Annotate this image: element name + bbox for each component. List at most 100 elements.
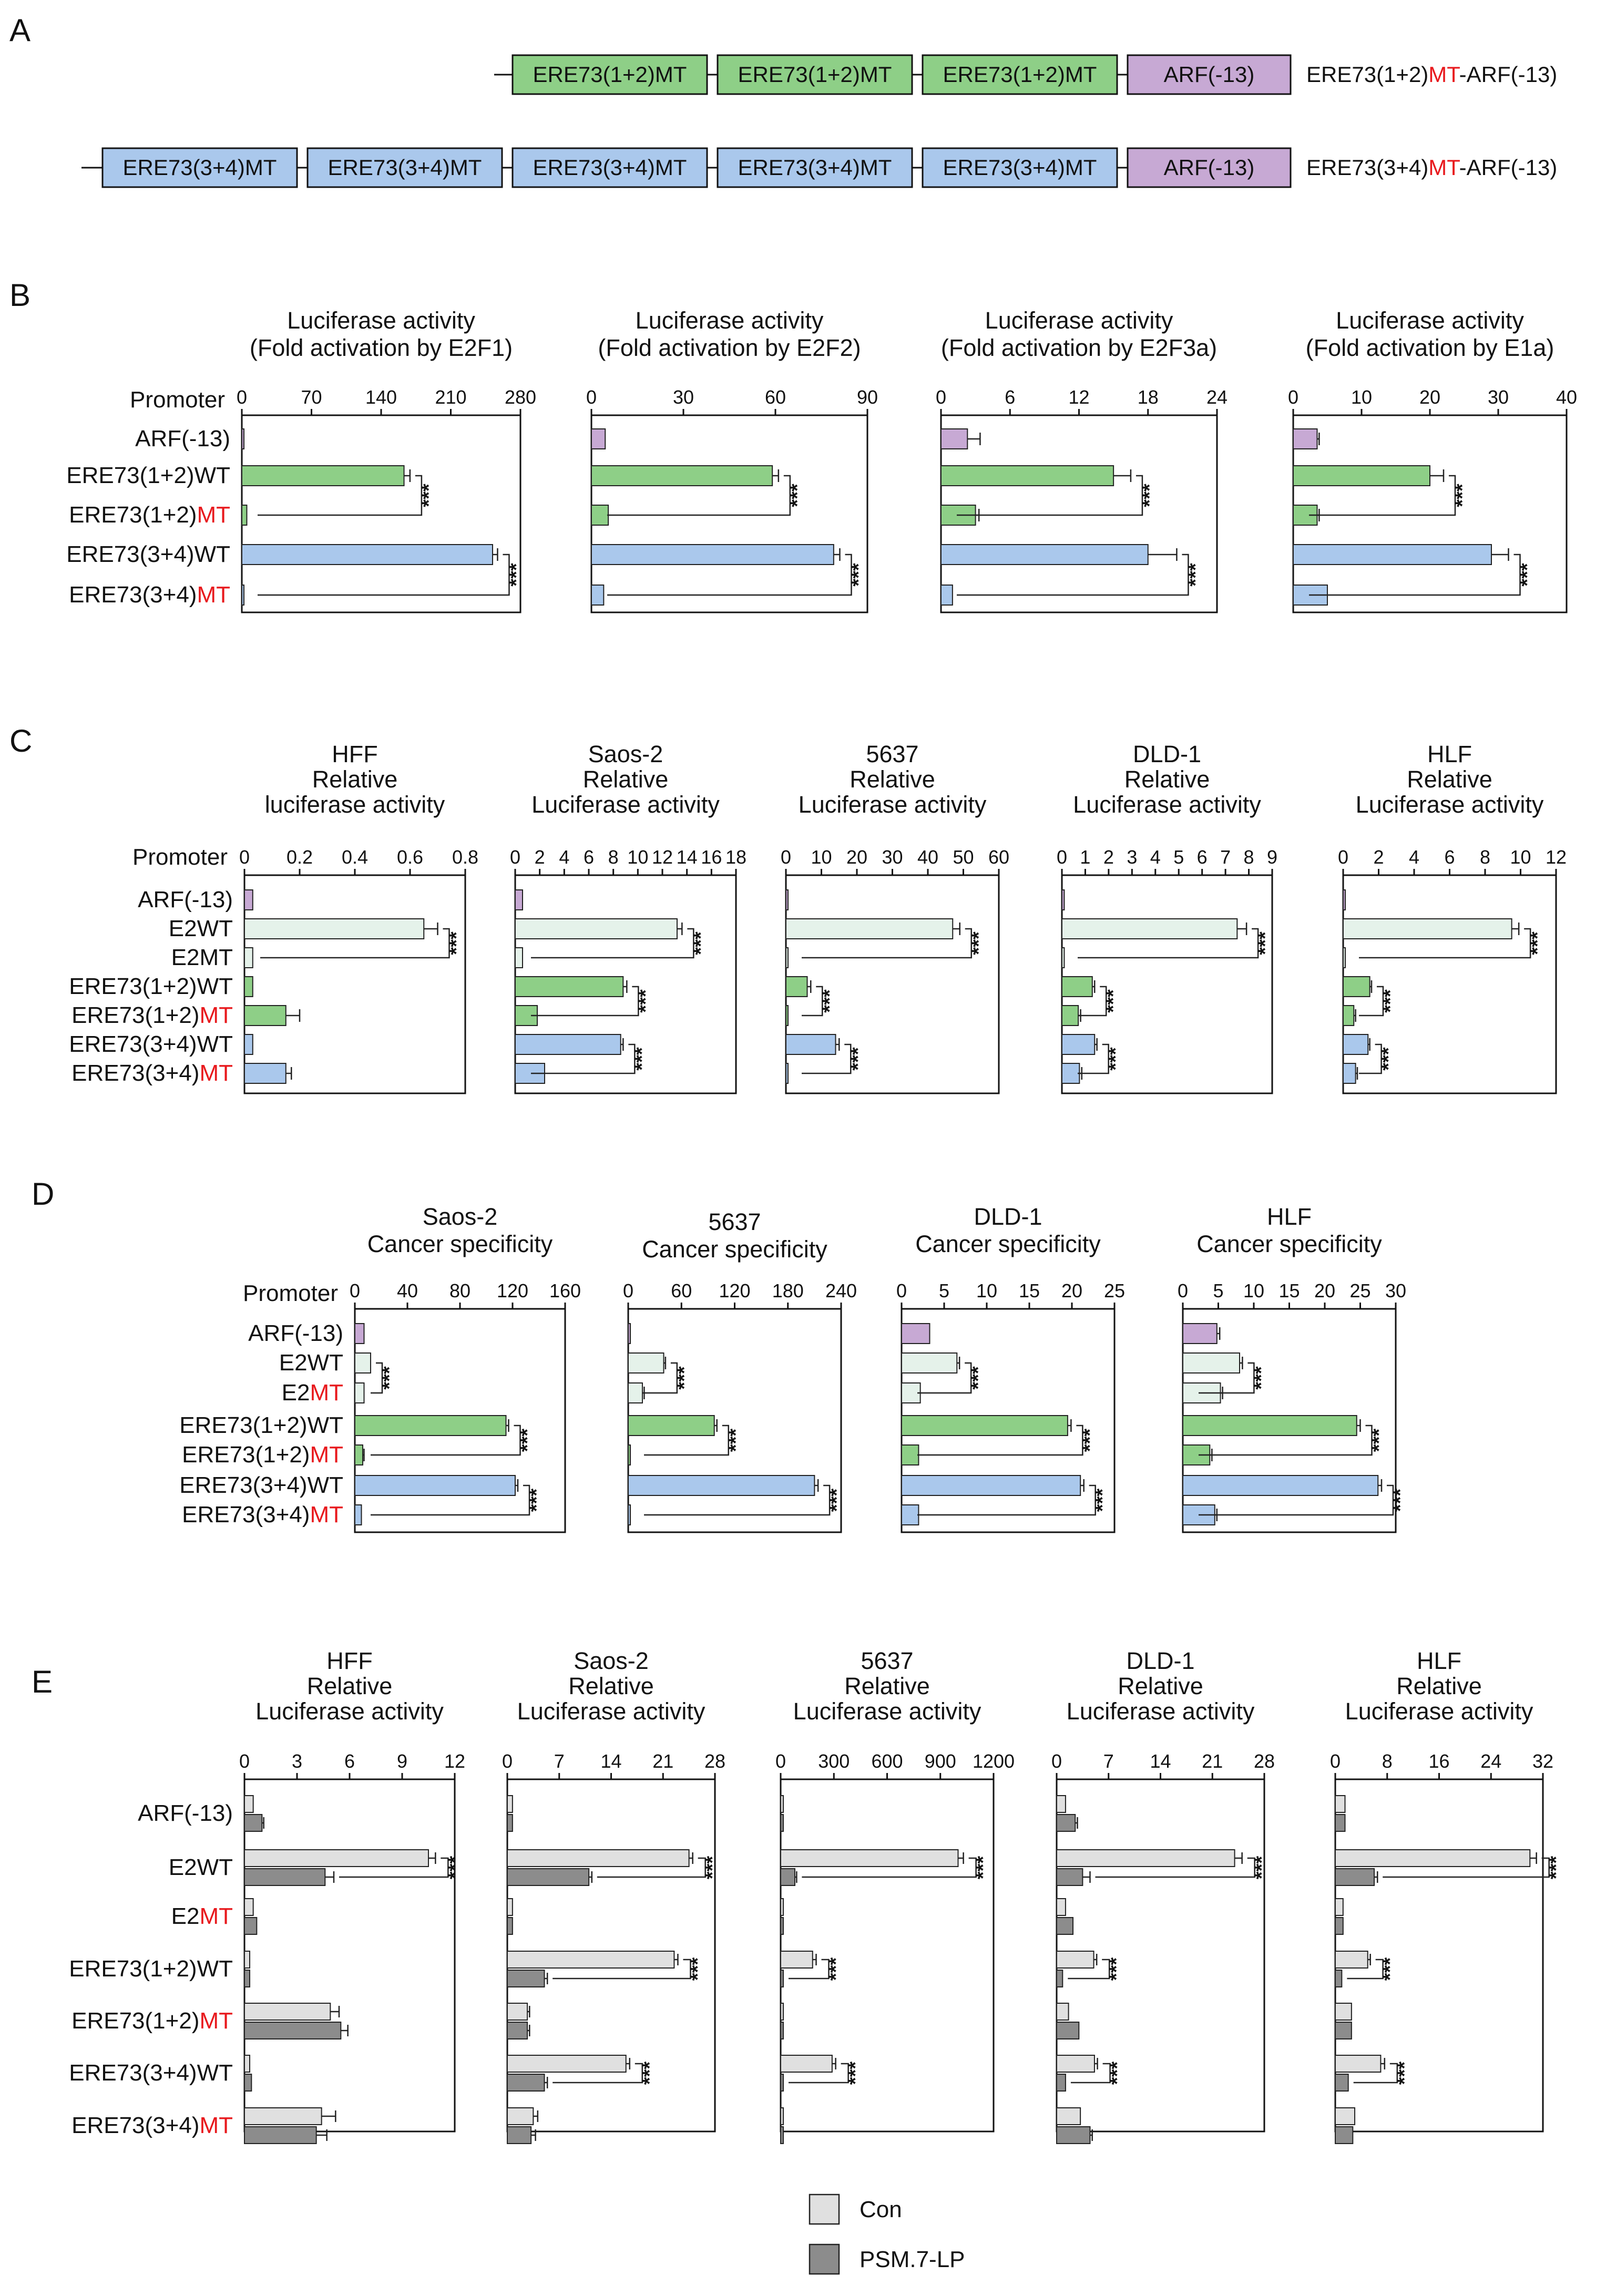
significance-stars: *** — [725, 1429, 747, 1452]
panel-label-d: D — [32, 1176, 54, 1212]
bar — [507, 1795, 513, 1813]
significance-bracket — [1347, 1959, 1384, 1980]
bar — [507, 1970, 545, 1987]
bar — [244, 2107, 322, 2125]
promoter-axis-label: Promoter — [243, 1280, 338, 1306]
bar — [507, 1868, 590, 1886]
significance-bracket — [1078, 986, 1107, 1017]
x-tick-label: 0 — [237, 386, 247, 408]
significance-stars: *** — [968, 931, 990, 955]
x-tick-label: 60 — [671, 1280, 692, 1301]
bar — [354, 1444, 363, 1465]
bar — [1061, 1063, 1080, 1084]
x-tick-label: 60 — [765, 386, 786, 408]
bar — [244, 1034, 253, 1055]
bar — [507, 1898, 513, 1916]
bar — [244, 2074, 252, 2092]
bar — [507, 2074, 545, 2092]
significance-bracket — [258, 475, 423, 516]
bar — [1056, 1917, 1074, 1935]
bar — [1182, 1475, 1379, 1496]
x-tick-label: 210 — [435, 386, 466, 408]
x-tick-label: 20 — [1314, 1280, 1335, 1301]
x-tick-label: 600 — [871, 1750, 903, 1772]
bar — [1056, 1795, 1066, 1813]
bar — [591, 465, 773, 486]
bar — [1056, 1951, 1094, 1969]
x-tick-label: 24 — [1480, 1750, 1501, 1772]
significance-stars: *** — [1379, 1957, 1402, 1981]
significance-stars: *** — [848, 563, 870, 587]
significance-bracket — [1199, 1484, 1394, 1516]
chart-title-line: 5637 — [861, 1647, 913, 1674]
row-label: ERE73(1+2)WT — [69, 1956, 233, 1982]
bar — [940, 544, 1149, 565]
significance-stars: *** — [1250, 1366, 1272, 1390]
x-tick-label: 10 — [1510, 846, 1531, 868]
chart-title-line: Saos-2 — [588, 741, 663, 767]
significance-bracket — [531, 928, 694, 959]
bar — [628, 1444, 631, 1465]
bar — [628, 1323, 631, 1344]
bar — [1293, 544, 1492, 565]
bar — [354, 1415, 507, 1436]
x-tick-label: 21 — [652, 1750, 673, 1772]
chart-title-line: Relative — [1118, 1673, 1203, 1699]
chart-title-line: 5637 — [708, 1208, 761, 1235]
ere-element-label: ERE73(3+4)MT — [123, 155, 277, 180]
bar — [901, 1352, 958, 1374]
x-tick-label: 28 — [704, 1750, 725, 1772]
chart-b-1: Luciferase activity(Fold activation by E… — [66, 307, 536, 613]
bar — [1293, 428, 1318, 449]
x-tick-label: 0 — [936, 386, 946, 408]
bar — [515, 1034, 621, 1055]
significance-bracket — [1309, 554, 1521, 596]
x-tick-label: 2 — [1103, 846, 1114, 868]
chart-title-line: Luciferase activity — [531, 791, 720, 818]
significance-bracket — [553, 2063, 643, 2084]
row-label: ERE73(1+2)MT — [71, 2008, 233, 2034]
legend-swatch-psm — [809, 2243, 840, 2275]
plot-frame — [590, 414, 868, 613]
bar — [591, 428, 606, 449]
significance-stars: *** — [1379, 989, 1402, 1013]
significance-stars: *** — [517, 1429, 539, 1452]
bar — [1335, 2003, 1352, 2021]
chart-title-line: HLF — [1417, 1647, 1461, 1674]
x-tick-label: 0 — [350, 1280, 360, 1301]
bar — [591, 585, 605, 606]
x-tick-label: 90 — [857, 386, 878, 408]
significance-bracket — [553, 1959, 691, 1980]
bar — [1335, 1970, 1343, 1987]
significance-stars: *** — [1079, 1429, 1101, 1452]
bar — [244, 918, 425, 939]
chart-title-line: Cancer specificity — [1196, 1231, 1382, 1257]
chart-title-line: Luciferase activity — [1067, 1698, 1255, 1725]
x-tick-label: 0 — [781, 846, 791, 868]
x-tick-label: 15 — [1278, 1280, 1300, 1301]
x-tick-label: 0.8 — [452, 846, 478, 868]
chart-title-line: (Fold activation by E2F2) — [598, 334, 861, 361]
chart-title-line: Relative — [1396, 1673, 1482, 1699]
bar — [1056, 2022, 1080, 2039]
ere-element-label: ERE73(3+4)MT — [533, 155, 687, 180]
row-label: E2WT — [279, 1350, 343, 1376]
bar — [244, 976, 253, 997]
x-tick-label: 6 — [344, 1750, 355, 1772]
significance-bracket — [789, 1959, 830, 1980]
x-tick-label: 2 — [535, 846, 545, 868]
ere-element-box — [717, 54, 913, 95]
panel-label-c: C — [9, 723, 32, 758]
plot-frame — [785, 874, 1000, 1094]
ere-element-label: ERE73(1+2)MT — [738, 62, 892, 87]
significance-stars: *** — [1102, 989, 1124, 1013]
bar — [1061, 976, 1093, 997]
significance-bracket — [802, 1043, 852, 1074]
bar — [1335, 2107, 1356, 2125]
chart-title-line: Luciferase activity — [287, 307, 475, 334]
bar — [244, 2055, 250, 2073]
significance-stars: *** — [687, 1957, 709, 1981]
x-tick-label: 0 — [239, 1750, 250, 1772]
